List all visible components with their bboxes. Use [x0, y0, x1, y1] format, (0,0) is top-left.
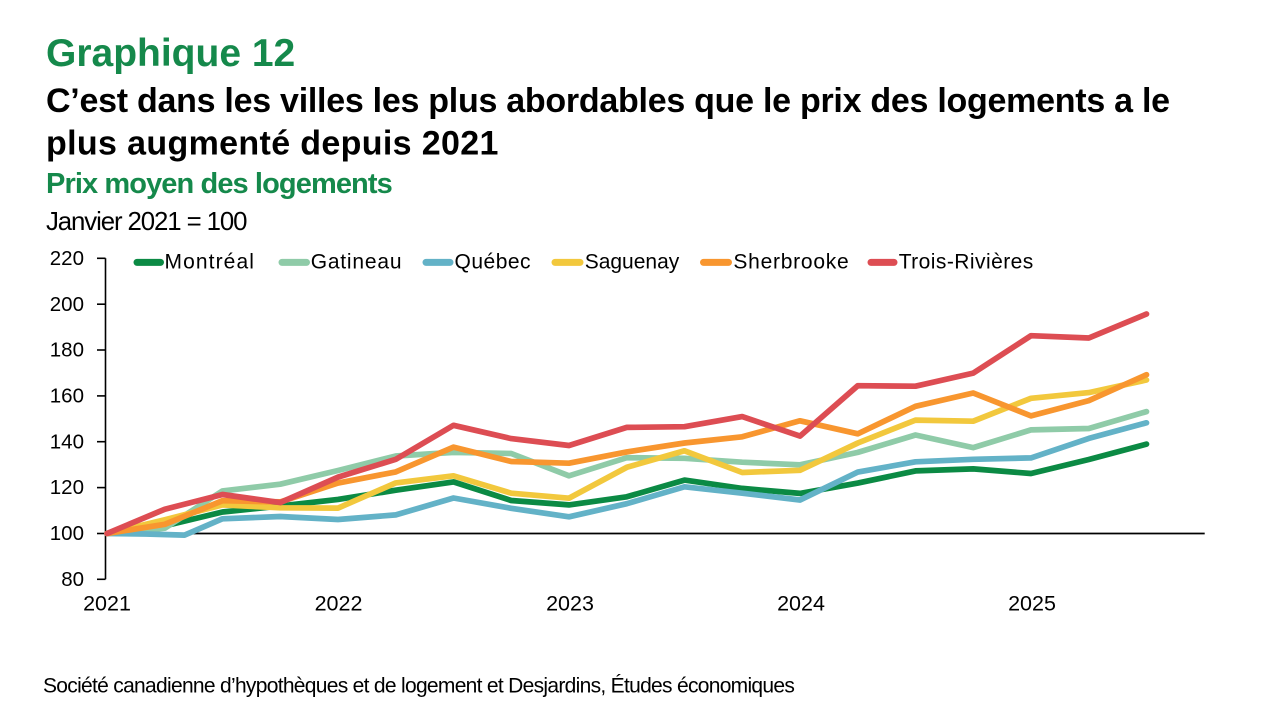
svg-text:200: 200 [50, 293, 84, 316]
svg-text:Québec: Québec [455, 250, 532, 273]
svg-text:180: 180 [50, 339, 84, 362]
svg-text:Prix moyen des logements: Prix moyen des logements [46, 168, 392, 200]
svg-text:Trois-Rivières: Trois-Rivières [899, 250, 1034, 273]
svg-text:100: 100 [50, 522, 84, 545]
svg-text:220: 220 [50, 247, 84, 270]
svg-text:Janvier 2021 = 100: Janvier 2021 = 100 [46, 208, 247, 236]
svg-text:Montréal: Montréal [165, 250, 256, 273]
svg-text:Sherbrooke: Sherbrooke [733, 250, 849, 273]
svg-text:Graphique 12: Graphique 12 [46, 32, 295, 75]
svg-text:140: 140 [50, 430, 84, 453]
svg-text:80: 80 [61, 568, 84, 591]
svg-text:C’est dans les villes les plus: C’est dans les villes les plus abordable… [46, 82, 1170, 120]
svg-text:plus augmenté depuis 2021: plus augmenté depuis 2021 [46, 124, 499, 162]
svg-text:Gatineau: Gatineau [311, 250, 403, 273]
svg-text:Saguenay: Saguenay [585, 250, 680, 273]
svg-text:160: 160 [50, 385, 84, 408]
svg-text:2023: 2023 [546, 592, 594, 616]
svg-text:120: 120 [50, 476, 84, 499]
svg-text:2025: 2025 [1008, 592, 1056, 616]
svg-text:2022: 2022 [315, 592, 363, 616]
svg-text:2024: 2024 [777, 592, 825, 616]
svg-text:2021: 2021 [83, 592, 131, 616]
svg-text:Société canadienne d’hypothèqu: Société canadienne d’hypothèques et de l… [43, 675, 794, 698]
